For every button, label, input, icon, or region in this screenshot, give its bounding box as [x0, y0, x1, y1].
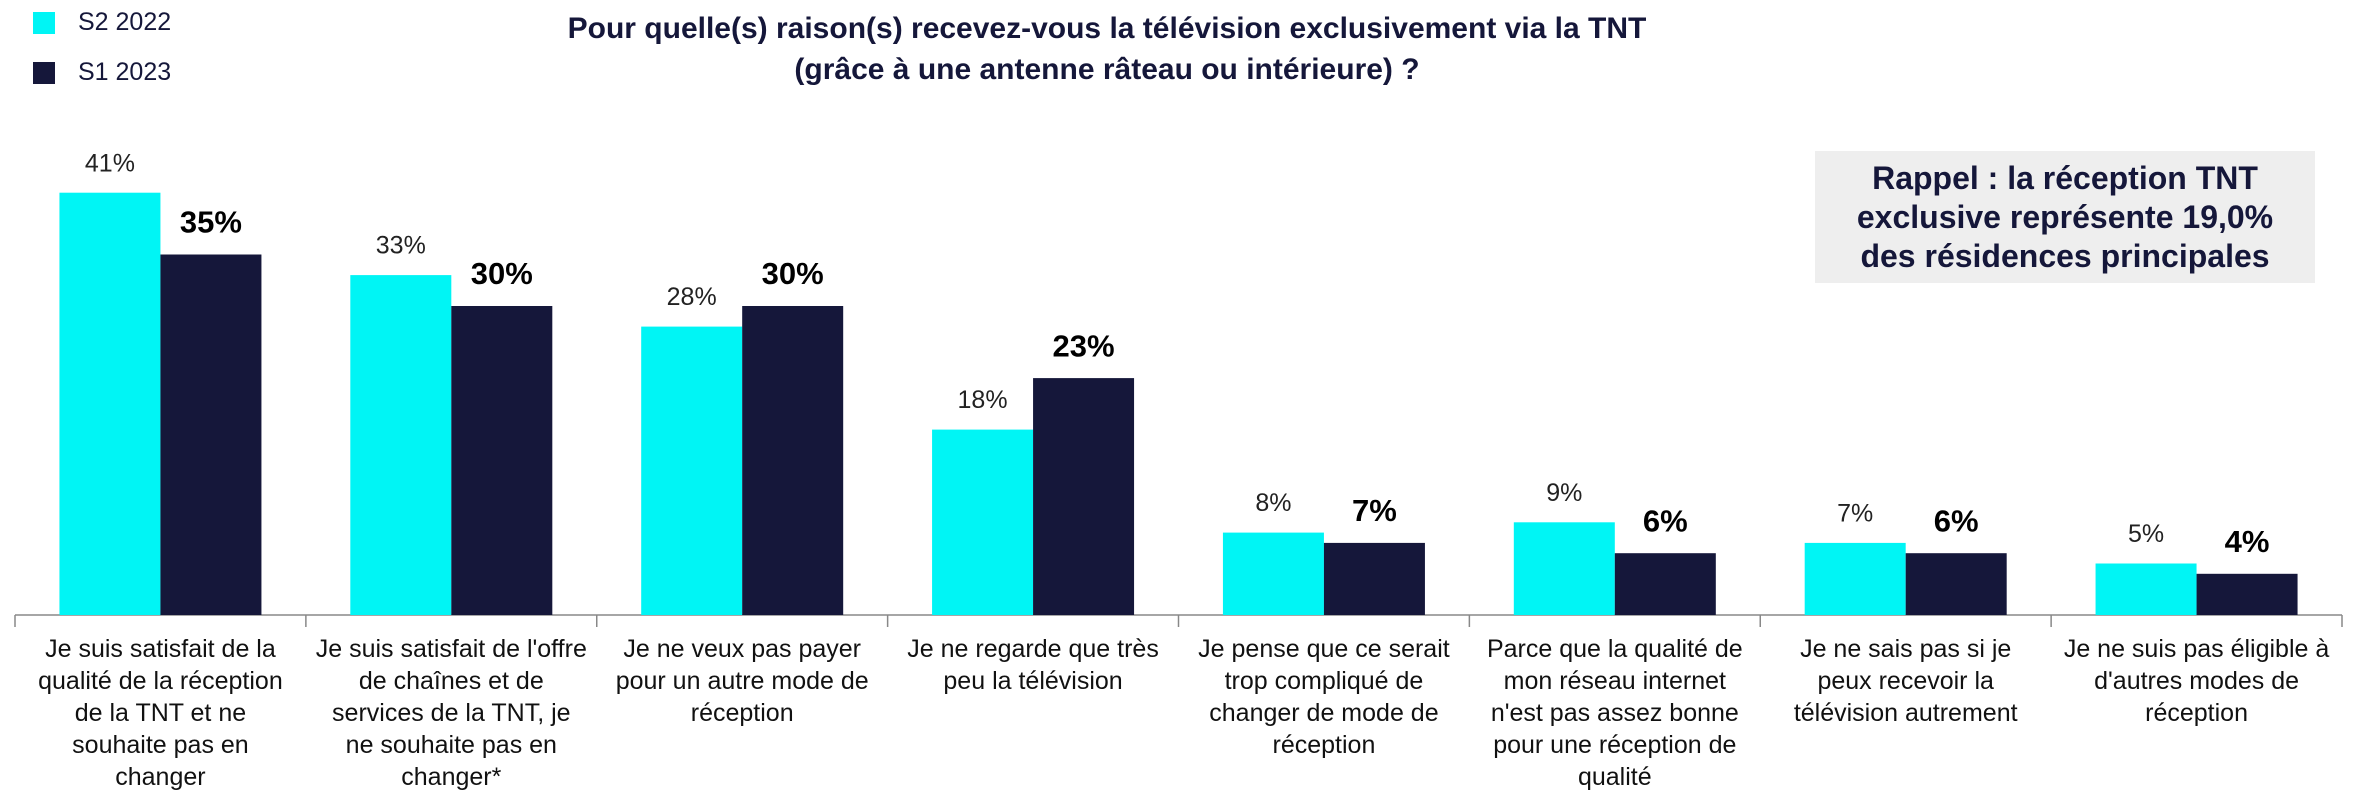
- data-label: 18%: [958, 386, 1008, 414]
- data-label: 7%: [1352, 493, 1397, 528]
- bar: [1905, 553, 2007, 615]
- bar: [932, 429, 1034, 615]
- bar: [742, 306, 844, 615]
- bar: [1033, 378, 1135, 615]
- legend-swatch: [33, 62, 55, 84]
- data-label: 9%: [1546, 479, 1582, 507]
- x-tick-label: Je suis satisfait de la qualité de la ré…: [38, 635, 283, 791]
- data-label: 30%: [471, 256, 533, 291]
- legend-label: S2 2022: [78, 8, 172, 36]
- data-label: 35%: [180, 205, 242, 240]
- bar: [1222, 532, 1324, 615]
- bar: [59, 192, 161, 615]
- x-tick-label: Je ne sais pas si je peux recevoir la té…: [1793, 635, 2018, 727]
- bar: [2095, 563, 2197, 615]
- data-label: 5%: [2128, 520, 2164, 548]
- data-label: 28%: [667, 283, 717, 311]
- x-tick-label: Je suis satisfait de l'offre de chaînes …: [315, 635, 587, 791]
- data-label: 41%: [85, 149, 135, 177]
- bar: [350, 275, 452, 615]
- legend-label: S1 2023: [78, 58, 172, 86]
- annotation: Rappel : la réception TNT exclusive repr…: [1815, 151, 2315, 283]
- chart-title: Pour quelle(s) raison(s) recevez-vous la…: [567, 12, 1647, 86]
- x-tick-label: Je pense que ce serait trop compliqué de…: [1198, 635, 1450, 759]
- data-label: 23%: [1053, 328, 1115, 363]
- bar: [451, 306, 553, 615]
- bar: [160, 254, 262, 615]
- x-tick-label: Je ne veux pas payer pour un autre mode …: [615, 635, 869, 727]
- bar: [1513, 522, 1615, 615]
- data-label: 8%: [1255, 489, 1291, 517]
- bar: [2196, 573, 2298, 615]
- data-label: 4%: [2225, 524, 2270, 559]
- data-label: 30%: [762, 256, 824, 291]
- data-label: 33%: [376, 232, 426, 260]
- bar: [1323, 542, 1425, 615]
- data-label: 6%: [1643, 503, 1688, 538]
- bar: [1614, 553, 1716, 615]
- x-tick-label: Je ne suis pas éligible à d'autres modes…: [2063, 635, 2330, 727]
- bar: [1804, 542, 1906, 615]
- data-label: 6%: [1934, 503, 1979, 538]
- bar: [641, 326, 743, 615]
- legend-swatch: [33, 12, 55, 34]
- x-tick-label: Parce que la qualité de mon réseau inter…: [1486, 635, 1743, 791]
- x-tick-label: Je ne regarde que très peu la télévision: [907, 635, 1159, 695]
- data-label: 7%: [1837, 500, 1873, 528]
